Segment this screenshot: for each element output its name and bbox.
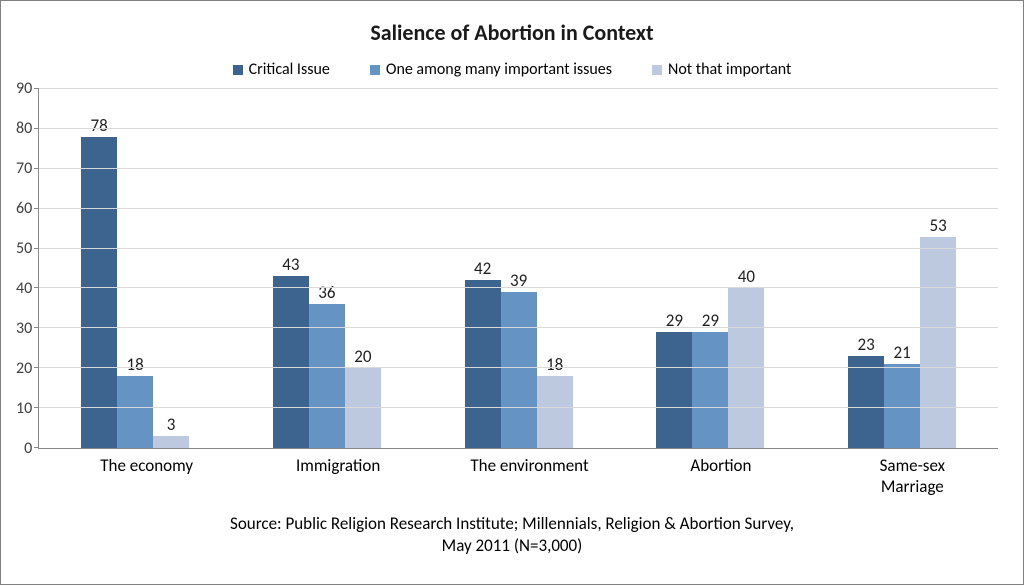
source-note: Source: Public Religion Research Institu… (16, 513, 1008, 557)
bar: 29 (692, 332, 728, 448)
y-tick-mark (34, 248, 39, 249)
swatch-critical (233, 65, 243, 75)
x-axis-label: The economy (51, 455, 242, 497)
chart-container: Salience of Abortion in Context Critical… (0, 0, 1024, 585)
y-tick-mark (34, 88, 39, 89)
legend-item-one-among: One among many important issues (370, 60, 612, 79)
bar-group: 78183 (39, 89, 231, 448)
gridline (39, 327, 998, 328)
bar-value-label: 21 (884, 342, 920, 363)
legend-label-not-important: Not that important (668, 60, 791, 79)
bar: 21 (884, 364, 920, 448)
y-tick-mark (34, 327, 39, 328)
gridline (39, 248, 998, 249)
bar-value-label: 42 (465, 258, 501, 279)
bar: 42 (465, 280, 501, 448)
bar-group: 423918 (423, 89, 615, 448)
legend-item-not-important: Not that important (652, 60, 791, 79)
x-axis-label: Immigration (242, 455, 433, 497)
bar: 18 (537, 376, 573, 448)
bar: 3 (153, 436, 189, 448)
gridline (39, 88, 998, 89)
bar-groups: 78183433620423918292940232153 (39, 89, 998, 448)
source-line-1: Source: Public Religion Research Institu… (16, 513, 1008, 535)
bar-value-label: 20 (345, 346, 381, 367)
y-tick-mark (34, 447, 39, 448)
bar: 53 (920, 237, 956, 448)
gridline (39, 168, 998, 169)
legend-item-critical: Critical Issue (233, 60, 330, 79)
gridline (39, 287, 998, 288)
bar-group: 433620 (231, 89, 423, 448)
source-line-2: May 2011 (N=3,000) (16, 535, 1008, 557)
bar: 43 (273, 276, 309, 448)
bar-value-label: 78 (81, 115, 117, 136)
bar-value-label: 43 (273, 254, 309, 275)
bar-value-label: 23 (848, 334, 884, 355)
plot-area: 9080706050403020100 78183433620423918292… (16, 89, 1008, 449)
legend: Critical Issue One among many important … (16, 60, 1008, 79)
x-axis-label: The environment (434, 455, 625, 497)
plot: 78183433620423918292940232153 (38, 89, 998, 449)
gridline (39, 367, 998, 368)
y-tick-mark (34, 208, 39, 209)
bar-value-label: 18 (117, 354, 153, 375)
y-tick-mark (34, 367, 39, 368)
x-axis: The economyImmigrationThe environmentAbo… (16, 455, 1008, 497)
y-tick-mark (34, 407, 39, 408)
y-tick-mark (34, 128, 39, 129)
bar-value-label: 53 (920, 215, 956, 236)
bar: 78 (81, 137, 117, 448)
bar-value-label: 3 (153, 414, 189, 435)
bar: 23 (848, 356, 884, 448)
bar-value-label: 40 (728, 266, 764, 287)
swatch-one-among (370, 65, 380, 75)
gridline (39, 407, 998, 408)
bar-group: 2929 40 (614, 89, 806, 448)
swatch-not-important (652, 65, 662, 75)
bar-group: 232153 (806, 89, 998, 448)
gridline (39, 208, 998, 209)
x-axis-label: Abortion (625, 455, 816, 497)
gridline (39, 128, 998, 129)
bar: 36 (309, 304, 345, 448)
x-axis-label: Same-sexMarriage (817, 455, 1008, 497)
chart-title: Salience of Abortion in Context (16, 19, 1008, 46)
y-tick-mark (34, 287, 39, 288)
bar: 39 (501, 292, 537, 448)
y-axis: 9080706050403020100 (16, 89, 38, 449)
legend-label-one-among: One among many important issues (386, 60, 612, 79)
bar: 29 (656, 332, 692, 448)
bar: 18 (117, 376, 153, 448)
bar-value-label: 18 (537, 354, 573, 375)
legend-label-critical: Critical Issue (249, 60, 330, 79)
y-tick-mark (34, 168, 39, 169)
bar-value-label: 36 (309, 282, 345, 303)
